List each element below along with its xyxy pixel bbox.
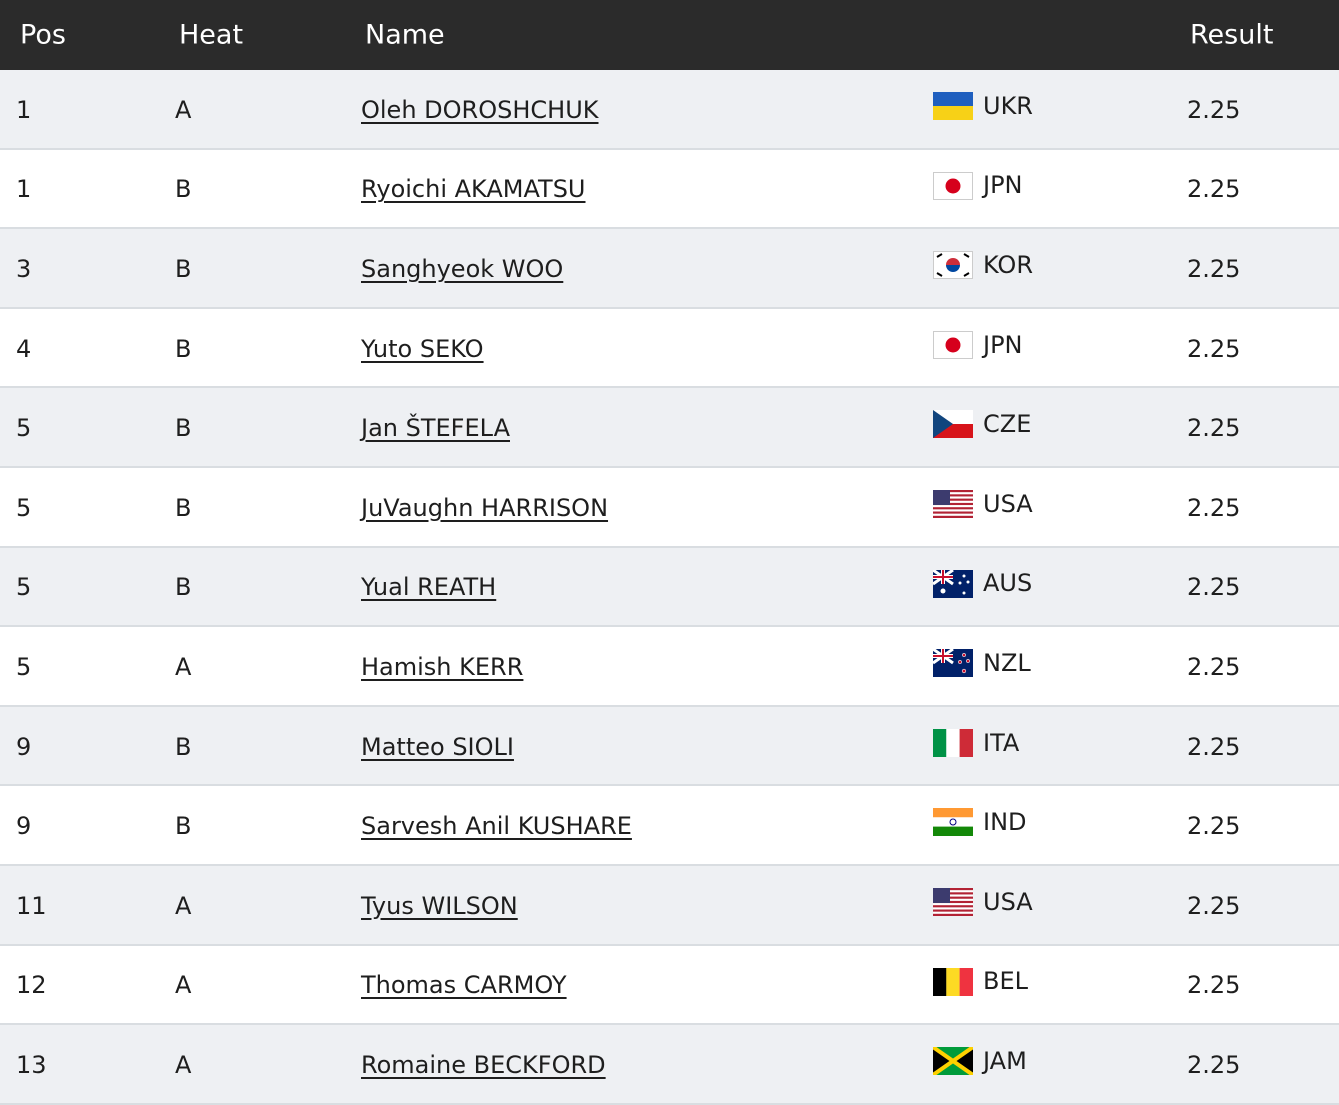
heat: B [175, 175, 192, 204]
country: JPN [983, 330, 1023, 359]
athlete-link[interactable]: Sarvesh Anil KUSHARE [361, 812, 632, 841]
country: IND [983, 808, 1027, 837]
result: 2.25 [1187, 812, 1241, 841]
heat: B [175, 812, 192, 841]
athlete-link[interactable]: Hamish KERR [361, 652, 524, 681]
heat: B [175, 493, 192, 522]
flag [933, 570, 973, 598]
country: USA [983, 489, 1033, 518]
athlete-link[interactable]: Thomas CARMOY [361, 971, 567, 1000]
country: KOR [983, 250, 1033, 279]
table-row: 9 B Matteo SIOLI ITA 2.25 [0, 706, 1339, 787]
result: 2.25 [1187, 493, 1241, 522]
flag [933, 1047, 973, 1075]
athlete-link[interactable]: Romaine BECKFORD [361, 1050, 606, 1079]
heat: A [175, 1050, 192, 1079]
table-row: 5 B JuVaughn HARRISON USA 2.25 [0, 468, 1339, 548]
result: 2.25 [1187, 254, 1241, 283]
table-row: 5 B Yual REATH AUS 2.25 [0, 547, 1339, 628]
country: UKR [983, 91, 1033, 120]
flag [933, 649, 973, 677]
position: 1 [16, 175, 32, 204]
flag [933, 888, 973, 916]
result: 2.25 [1187, 971, 1241, 1000]
flag [933, 808, 973, 836]
table-row: 1 A Oleh DOROSHCHUK UKR 2.25 [0, 70, 1339, 150]
heat: B [175, 254, 192, 283]
country: BEL [983, 967, 1028, 996]
position: 5 [16, 652, 32, 681]
header-result: Result [1190, 19, 1274, 51]
country: JAM [983, 1046, 1027, 1075]
athlete-link[interactable]: JuVaughn HARRISON [361, 493, 609, 522]
flag [933, 968, 973, 996]
heat: A [175, 652, 192, 681]
position: 3 [16, 254, 32, 283]
header-name: Name [365, 19, 445, 51]
heat: B [175, 414, 192, 443]
result: 2.25 [1187, 334, 1241, 363]
heat: A [175, 891, 192, 920]
table-row: 3 B Sanghyeok WOO KOR 2.25 [0, 229, 1339, 309]
table-row: 13 A Romaine BECKFORD JAM 2.25 [0, 1025, 1339, 1105]
flag [933, 490, 973, 518]
flag [933, 729, 973, 757]
table-row: 9 B Sarvesh Anil KUSHARE IND 2.25 [0, 786, 1339, 866]
athlete-link[interactable]: Matteo SIOLI [361, 732, 514, 761]
header-heat: Heat [179, 19, 244, 51]
heat: A [175, 971, 192, 1000]
result: 2.25 [1187, 414, 1241, 443]
country: CZE [983, 410, 1032, 439]
country: ITA [983, 728, 1020, 757]
position: 11 [16, 891, 47, 920]
table-row: 5 B Jan ŠTEFELA CZE 2.25 [0, 388, 1339, 468]
heat: A [175, 95, 192, 124]
athlete-link[interactable]: Yual REATH [361, 573, 497, 602]
position: 9 [16, 732, 32, 761]
table-row: 12 A Thomas CARMOY BEL 2.25 [0, 946, 1339, 1026]
result: 2.25 [1187, 1050, 1241, 1079]
flag [933, 172, 973, 200]
result: 2.25 [1187, 573, 1241, 602]
heat: B [175, 573, 192, 602]
result: 2.25 [1187, 175, 1241, 204]
result: 2.25 [1187, 891, 1241, 920]
flag [933, 410, 973, 438]
position: 5 [16, 493, 32, 522]
country: JPN [983, 171, 1023, 200]
result: 2.25 [1187, 95, 1241, 124]
country: AUS [983, 569, 1033, 598]
table-row: 1 B Ryoichi AKAMATSU JPN 2.25 [0, 150, 1339, 230]
result: 2.25 [1187, 652, 1241, 681]
country: NZL [983, 648, 1031, 677]
athlete-link[interactable]: Yuto SEKO [361, 334, 484, 363]
athlete-link[interactable]: Ryoichi AKAMATSU [361, 175, 586, 204]
position: 5 [16, 573, 32, 602]
position: 5 [16, 414, 32, 443]
flag [933, 331, 973, 359]
position: 9 [16, 812, 32, 841]
result: 2.25 [1187, 732, 1241, 761]
table-row: 4 B Yuto SEKO JPN 2.25 [0, 309, 1339, 389]
header-pos: Pos [20, 19, 66, 51]
heat: B [175, 334, 192, 363]
table-row: 11 A Tyus WILSON USA 2.25 [0, 865, 1339, 946]
flag [933, 251, 973, 279]
table-header: Pos Heat Name Result [0, 0, 1339, 70]
position: 12 [16, 971, 47, 1000]
heat: B [175, 732, 192, 761]
position: 4 [16, 334, 32, 363]
athlete-link[interactable]: Oleh DOROSHCHUK [361, 95, 599, 124]
position: 1 [16, 95, 32, 124]
flag [933, 92, 973, 120]
athlete-link[interactable]: Jan ŠTEFELA [361, 414, 510, 443]
position: 13 [16, 1050, 47, 1079]
country: USA [983, 887, 1033, 916]
athlete-link[interactable]: Sanghyeok WOO [361, 254, 564, 283]
athlete-link[interactable]: Tyus WILSON [361, 891, 518, 920]
table-row: 5 A Hamish KERR NZL 2.25 [0, 627, 1339, 707]
